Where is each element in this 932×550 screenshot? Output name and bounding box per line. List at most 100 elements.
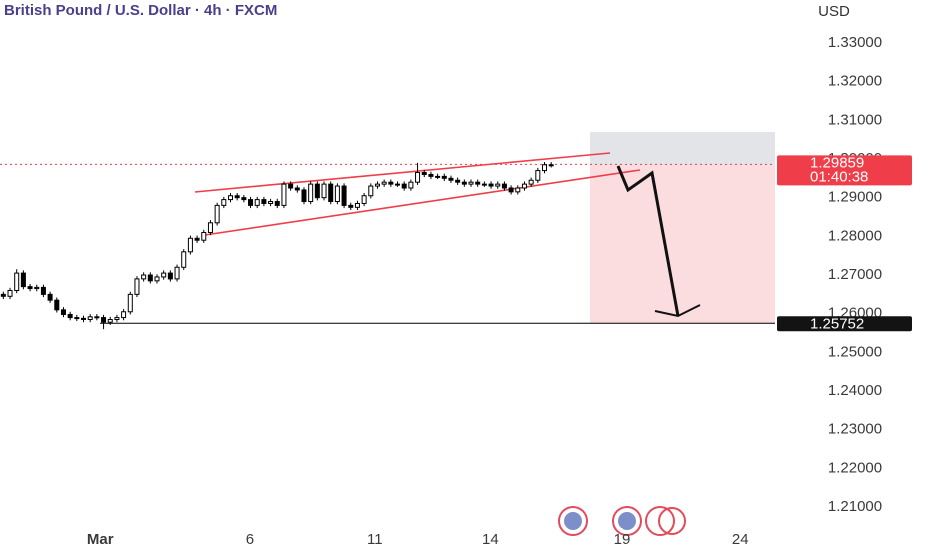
candle-body	[468, 181, 474, 185]
y-tick-label: 1.33000	[828, 34, 882, 51]
candle-body	[441, 175, 447, 179]
candle-body	[87, 316, 93, 321]
event-icon	[658, 507, 686, 535]
candle-body	[201, 231, 207, 241]
candle-body	[34, 286, 40, 290]
projection-arrow	[616, 165, 701, 318]
candle-body	[368, 185, 374, 197]
candle-body	[167, 272, 173, 280]
candle-body	[301, 189, 307, 203]
currency-label: USD	[818, 3, 850, 20]
candle-body	[395, 183, 401, 186]
candle-body	[521, 183, 527, 189]
candle-body	[207, 222, 213, 233]
candle-body	[435, 175, 441, 178]
y-tick-label: 1.32000	[828, 73, 882, 90]
candle-body	[314, 183, 320, 199]
target-zone	[590, 165, 775, 323]
stop-zone	[590, 132, 775, 165]
x-tick-label: Mar	[87, 531, 114, 548]
candle-body	[187, 237, 193, 253]
last-price-box	[777, 155, 912, 186]
candle-body	[401, 183, 407, 189]
candle-body	[334, 185, 340, 203]
candle-body	[341, 185, 347, 206]
arrow-path	[616, 165, 680, 317]
candle-body	[348, 204, 354, 208]
candle-body	[174, 266, 180, 280]
candle-body	[60, 309, 66, 315]
candle-body	[74, 317, 80, 320]
target-price-label: 1.25752	[810, 315, 864, 332]
candle-body	[101, 317, 107, 323]
y-tick-label: 1.22000	[828, 459, 882, 476]
candle-body	[7, 289, 13, 297]
candle-body	[47, 293, 53, 301]
candle-body	[261, 199, 267, 204]
event-icons	[558, 506, 686, 536]
drawings	[0, 132, 775, 324]
x-tick-label: 11	[367, 531, 383, 548]
candle-body	[388, 181, 394, 185]
y-tick-label: 1.25000	[828, 343, 882, 360]
candle-body	[415, 172, 421, 183]
candle-body	[508, 187, 514, 193]
event-icon	[564, 512, 582, 530]
candle-body	[542, 164, 548, 172]
candle-body	[421, 172, 427, 175]
y-tick-label: 1.21000	[828, 498, 882, 515]
candle-body	[221, 199, 227, 206]
candle-body	[181, 251, 187, 268]
candle-body	[481, 183, 487, 186]
candle-body	[81, 317, 87, 321]
candle-body	[20, 272, 26, 288]
candle-body	[40, 286, 46, 295]
candle-body	[141, 274, 147, 280]
candle-body	[241, 197, 247, 201]
candle-body	[127, 293, 133, 313]
candle-body	[288, 183, 294, 189]
candle-body	[455, 179, 461, 183]
candle-body	[328, 183, 334, 203]
x-tick-label: 19	[614, 531, 631, 548]
candle-body	[294, 187, 300, 191]
candle-body	[268, 201, 274, 204]
candle-body	[354, 202, 360, 208]
candle-body	[54, 299, 60, 311]
arrow-head	[654, 304, 701, 318]
candle-body	[461, 181, 467, 185]
candle-body	[475, 181, 481, 185]
candle-body	[488, 183, 494, 187]
candle-body	[448, 177, 454, 181]
upper-trendline	[194, 152, 611, 193]
candle-body	[374, 183, 380, 187]
event-icon	[618, 512, 636, 530]
candle-body	[161, 272, 167, 278]
candle-body	[147, 274, 153, 282]
candle-body	[548, 164, 554, 167]
x-tick-label: 24	[732, 531, 749, 548]
y-tick-label: 1.23000	[828, 421, 882, 438]
candle-body	[535, 170, 541, 181]
candle-body	[14, 272, 20, 291]
candle-body	[528, 179, 534, 185]
x-tick-label: 14	[482, 531, 499, 548]
candle-body	[428, 173, 434, 177]
candle-body	[381, 181, 387, 185]
candle-body	[234, 195, 240, 199]
candle-body	[361, 195, 367, 204]
candle-body	[274, 201, 280, 206]
last-price-label: 1.29859	[810, 154, 864, 171]
candle-body	[495, 183, 501, 187]
candle-body	[281, 183, 287, 206]
y-tick-label: 1.31000	[828, 111, 882, 128]
candle-body	[107, 319, 113, 323]
candle-body	[134, 278, 140, 295]
candle-body	[254, 199, 260, 206]
candle-body	[67, 313, 73, 319]
candle-body	[94, 316, 100, 319]
candle-body	[0, 293, 6, 297]
candle-body	[308, 183, 314, 203]
